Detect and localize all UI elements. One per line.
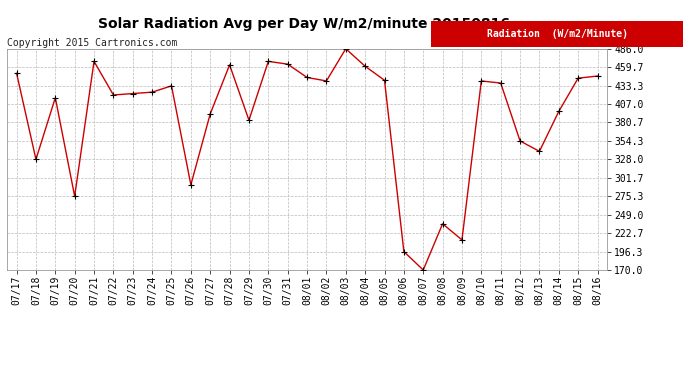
- Text: Radiation  (W/m2/Minute): Radiation (W/m2/Minute): [486, 29, 628, 39]
- Text: Copyright 2015 Cartronics.com: Copyright 2015 Cartronics.com: [7, 38, 177, 48]
- Text: Solar Radiation Avg per Day W/m2/minute 20150816: Solar Radiation Avg per Day W/m2/minute …: [97, 17, 510, 31]
